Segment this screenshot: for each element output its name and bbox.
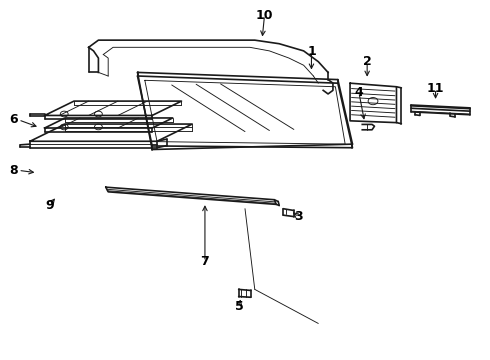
Text: 2: 2 — [363, 55, 371, 68]
Text: 9: 9 — [45, 199, 54, 212]
Text: 3: 3 — [294, 211, 303, 224]
Text: 8: 8 — [10, 164, 18, 177]
Text: 10: 10 — [256, 9, 273, 22]
Text: 11: 11 — [427, 82, 444, 95]
Text: 7: 7 — [200, 255, 209, 268]
Text: 4: 4 — [354, 86, 363, 99]
Text: 5: 5 — [235, 300, 244, 313]
Text: 6: 6 — [10, 113, 18, 126]
Text: 1: 1 — [307, 45, 316, 58]
